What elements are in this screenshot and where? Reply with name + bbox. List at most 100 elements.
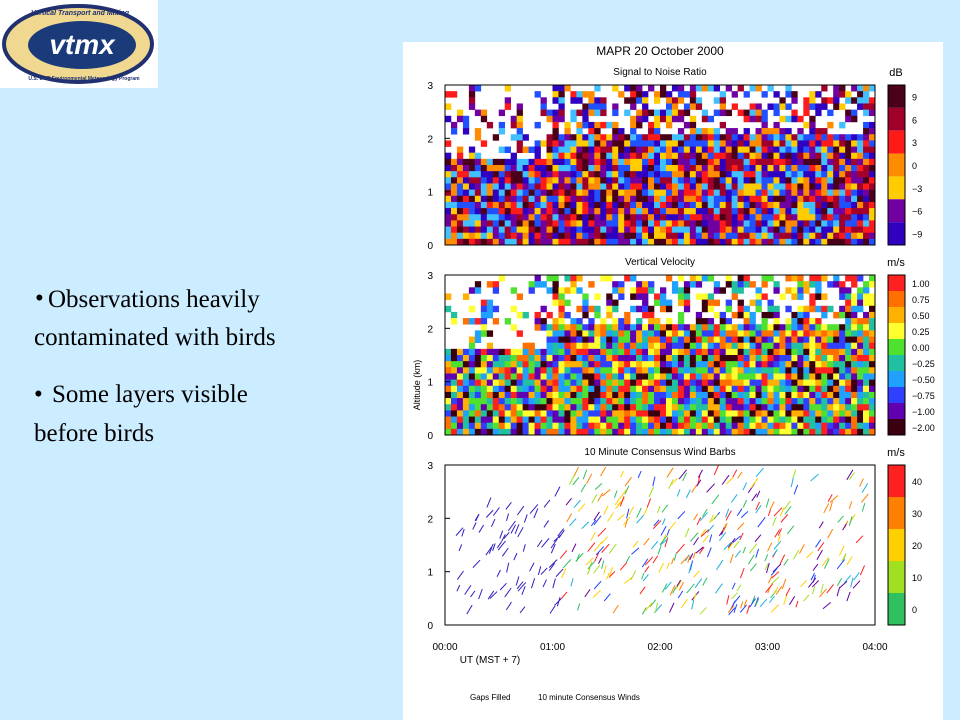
wind-barb (554, 598, 562, 606)
field-cell (869, 336, 876, 343)
bullet-line: before birds (34, 420, 154, 447)
field-cell (498, 398, 506, 405)
field-cell (845, 238, 852, 246)
field-cell (815, 238, 822, 246)
field-cell (558, 318, 565, 325)
field-cell (570, 336, 577, 343)
field-cell (683, 330, 691, 337)
field-cell (445, 177, 452, 184)
field-cell (839, 208, 846, 215)
field-cell (749, 134, 756, 141)
field-cell (558, 85, 565, 92)
field-cell (618, 348, 625, 356)
field-cell (480, 398, 488, 405)
field-cell (755, 115, 762, 123)
field-cell (863, 391, 870, 399)
field-cell (516, 121, 523, 129)
field-cell (791, 208, 798, 215)
field-cell (546, 324, 553, 331)
field-cell (809, 342, 816, 350)
field-cell (779, 171, 786, 178)
wind-barb (639, 586, 646, 595)
field-cell (797, 416, 804, 423)
field-cell (468, 373, 476, 380)
field-cell (636, 238, 643, 246)
wind-barb (590, 531, 596, 541)
field-cell (665, 324, 673, 331)
wind-barb (636, 514, 645, 524)
field-cell (516, 177, 523, 184)
wind-barb (666, 562, 670, 569)
field-cell (540, 103, 547, 110)
field-cell (618, 287, 625, 294)
field-cell (737, 355, 744, 362)
field-cell (618, 281, 625, 288)
wind-barb (706, 524, 715, 533)
field-cell (522, 348, 529, 356)
field-cell (845, 422, 852, 430)
field-cell (719, 355, 726, 362)
field-cell (725, 134, 732, 141)
field-cell (588, 416, 595, 423)
field-cell (767, 336, 774, 343)
field-cell (743, 281, 750, 288)
field-cell (695, 416, 703, 423)
field-cell (743, 115, 750, 123)
field-cell (630, 214, 637, 221)
field-cell (588, 189, 595, 197)
field-cell (695, 391, 703, 399)
wind-barb (816, 549, 823, 561)
field-cell (648, 232, 655, 240)
field-cell (636, 379, 643, 387)
field-cell (785, 115, 792, 123)
field-cell (689, 385, 697, 393)
field-cell (552, 281, 559, 288)
field-cell (456, 410, 464, 417)
field-cell (773, 342, 780, 350)
field-cell (725, 391, 732, 399)
wind-barb (669, 602, 675, 613)
field-cell (594, 385, 601, 393)
field-cell (869, 311, 876, 319)
field-cell (630, 293, 637, 300)
field-cell (809, 103, 816, 110)
field-cell (761, 195, 768, 203)
field-cell (827, 146, 834, 153)
field-cell (719, 398, 726, 405)
wind-barb (783, 558, 789, 566)
field-cell (671, 195, 679, 203)
y-tick-label: 0 (427, 621, 433, 632)
field-cell (456, 115, 464, 123)
field-cell (785, 355, 792, 362)
field-cell (869, 128, 876, 135)
field-cell (624, 214, 631, 221)
field-cell (671, 85, 679, 92)
field-cell (654, 208, 661, 215)
field-cell (725, 238, 732, 246)
colorbar-label: 30 (912, 509, 922, 519)
field-cell (480, 367, 488, 374)
field-cell (773, 410, 780, 417)
field-cell (677, 293, 685, 300)
field-cell (630, 398, 637, 405)
field-cell (755, 379, 762, 387)
field-cell (797, 293, 804, 300)
field-cell (707, 238, 715, 246)
wind-barb (559, 550, 568, 559)
field-cell (701, 189, 709, 197)
field-cell (863, 318, 870, 325)
field-cell (462, 410, 470, 417)
field-cell (504, 208, 511, 215)
field-cell (851, 324, 858, 331)
field-cell (869, 214, 876, 221)
field-cell (797, 165, 804, 172)
field-cell (588, 342, 595, 350)
field-cell (546, 348, 553, 356)
field-cell (857, 410, 864, 417)
field-cell (797, 373, 804, 380)
field-cell (797, 189, 804, 197)
field-cell (445, 91, 452, 98)
field-cell (516, 165, 523, 172)
field-cell (552, 189, 559, 197)
field-cell (815, 226, 822, 233)
